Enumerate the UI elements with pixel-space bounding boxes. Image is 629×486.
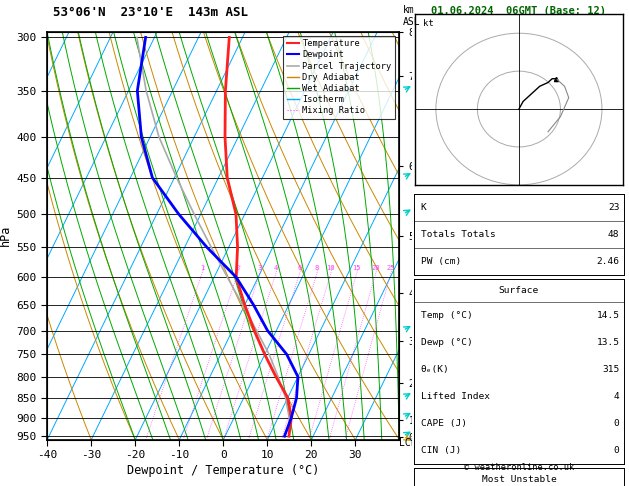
Text: Totals Totals: Totals Totals [421, 230, 495, 239]
Text: 53°06'N  23°10'E  143m ASL: 53°06'N 23°10'E 143m ASL [53, 6, 248, 19]
Text: Most Unstable: Most Unstable [482, 475, 556, 484]
Text: 4: 4 [274, 265, 278, 271]
X-axis label: Dewpoint / Temperature (°C): Dewpoint / Temperature (°C) [127, 465, 320, 477]
Text: LCL: LCL [399, 438, 417, 448]
Text: K: K [421, 203, 426, 212]
Text: kt: kt [423, 18, 434, 28]
Text: 25: 25 [387, 265, 395, 271]
Text: 6: 6 [298, 265, 302, 271]
Text: 23: 23 [608, 203, 620, 212]
Text: 15: 15 [352, 265, 361, 271]
Text: CAPE (J): CAPE (J) [421, 419, 467, 428]
Text: km
ASL: km ASL [403, 5, 420, 27]
Text: 3: 3 [258, 265, 262, 271]
Text: Temp (°C): Temp (°C) [421, 311, 472, 320]
Text: 1: 1 [200, 265, 204, 271]
Text: 10: 10 [326, 265, 335, 271]
Text: 13.5: 13.5 [596, 338, 620, 347]
Text: θₑ(K): θₑ(K) [421, 365, 449, 374]
Y-axis label: Mixing Ratio (g/kg): Mixing Ratio (g/kg) [446, 180, 456, 292]
Text: Surface: Surface [499, 286, 539, 295]
Text: CIN (J): CIN (J) [421, 446, 461, 455]
Text: © weatheronline.co.uk: © weatheronline.co.uk [464, 464, 574, 472]
Text: 0: 0 [614, 419, 620, 428]
Text: 20: 20 [372, 265, 380, 271]
Text: Dewp (°C): Dewp (°C) [421, 338, 472, 347]
Text: 8: 8 [315, 265, 319, 271]
Text: 14.5: 14.5 [596, 311, 620, 320]
Text: 2.46: 2.46 [596, 258, 620, 266]
Text: 01.06.2024  06GMT (Base: 12): 01.06.2024 06GMT (Base: 12) [431, 6, 606, 16]
Text: PW (cm): PW (cm) [421, 258, 461, 266]
Text: 0: 0 [614, 446, 620, 455]
Text: 4: 4 [614, 392, 620, 401]
Legend: Temperature, Dewpoint, Parcel Trajectory, Dry Adiabat, Wet Adiabat, Isotherm, Mi: Temperature, Dewpoint, Parcel Trajectory… [284, 36, 395, 119]
Text: Lifted Index: Lifted Index [421, 392, 489, 401]
Text: 2: 2 [236, 265, 240, 271]
Y-axis label: hPa: hPa [0, 225, 13, 246]
Text: 315: 315 [602, 365, 620, 374]
Text: 48: 48 [608, 230, 620, 239]
